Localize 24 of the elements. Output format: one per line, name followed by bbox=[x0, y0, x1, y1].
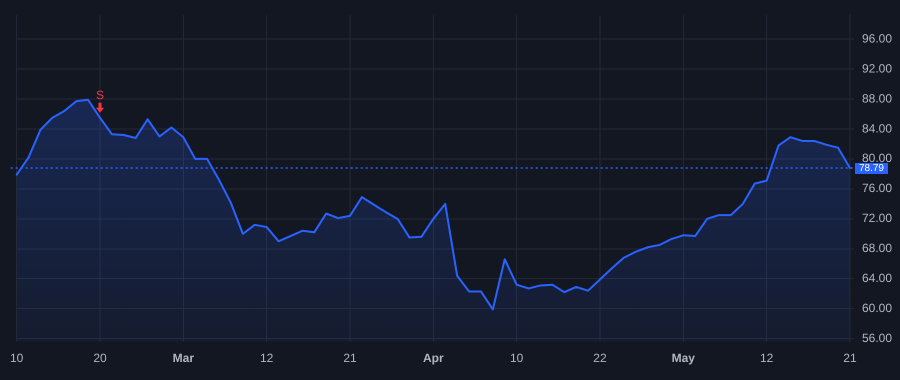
y-tick-label: 92.00 bbox=[862, 61, 892, 76]
x-tick-label: May bbox=[672, 351, 696, 366]
y-tick-label: 72.00 bbox=[862, 211, 892, 226]
x-tick-label: 12 bbox=[260, 351, 274, 366]
x-tick-label: Apr bbox=[422, 351, 444, 366]
x-tick-label: 12 bbox=[760, 351, 774, 366]
y-tick-label: 68.00 bbox=[862, 241, 892, 256]
x-tick-label: 10 bbox=[510, 351, 524, 366]
x-tick-label: 20 bbox=[93, 351, 107, 366]
y-tick-label: 56.00 bbox=[862, 330, 892, 345]
y-tick-label: 96.00 bbox=[862, 31, 892, 46]
y-tick-label: 76.00 bbox=[862, 181, 892, 196]
x-tick-label: 21 bbox=[843, 351, 857, 366]
x-tick-label: 22 bbox=[593, 351, 607, 366]
ref-line-label: 78.79 bbox=[858, 163, 884, 174]
x-tick-label: 10 bbox=[10, 351, 24, 366]
y-tick-label: 64.00 bbox=[862, 271, 892, 286]
y-tick-label: 88.00 bbox=[862, 91, 892, 106]
x-tick-label: Mar bbox=[172, 351, 194, 366]
y-tick-label: 84.00 bbox=[862, 121, 892, 136]
y-tick-label: 60.00 bbox=[862, 300, 892, 315]
y-tick-label: 80.00 bbox=[862, 151, 892, 166]
x-tick-label: 21 bbox=[343, 351, 357, 366]
annotation: S bbox=[96, 88, 104, 102]
